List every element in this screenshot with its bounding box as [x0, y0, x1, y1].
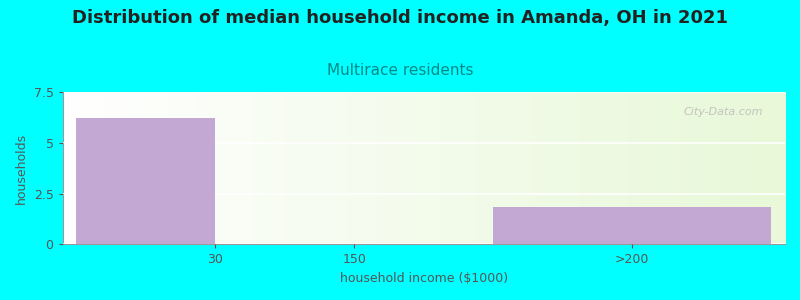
X-axis label: household income ($1000): household income ($1000) [340, 272, 508, 285]
Text: Multirace residents: Multirace residents [326, 63, 474, 78]
Text: City-Data.com: City-Data.com [684, 107, 763, 117]
Bar [494, 207, 771, 244]
Y-axis label: households: households [15, 133, 28, 204]
Text: Distribution of median household income in Amanda, OH in 2021: Distribution of median household income … [72, 9, 728, 27]
Bar [77, 118, 215, 244]
